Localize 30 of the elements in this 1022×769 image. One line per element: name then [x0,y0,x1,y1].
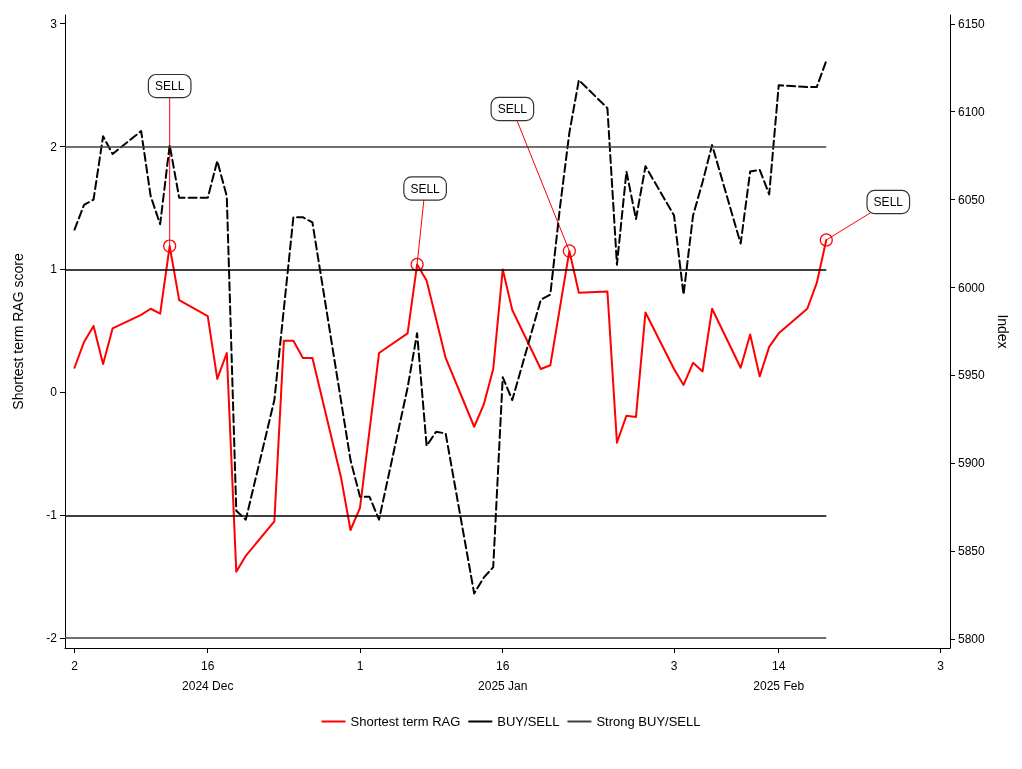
y-tick-label: 1 [50,262,58,277]
y2-tick-label: 6100 [958,104,986,119]
y2-tick-label: 5800 [958,632,986,647]
y2-tick-label: 5900 [958,456,986,471]
annotation: SELL [873,194,904,209]
y2-tick-label: 5850 [958,544,986,559]
x-tick-label: 1 [356,659,364,673]
y-tick-label: 0 [50,385,58,400]
x-tick-label: 16 2025 Jan [478,659,528,693]
y2-axis-title: Index [994,314,1011,349]
y2-tick-label: 6150 [958,16,986,31]
annotation: SELL [497,101,528,116]
y-tick-label: -1 [46,508,58,523]
y2-tick-label: 5950 [958,368,986,383]
y2-tick-label: 6000 [958,280,986,295]
legend-label: Strong BUY/SELL [596,714,701,729]
x-tick-label: 16 2024 Dec [182,659,234,693]
x-tick-label: 3 [670,659,678,673]
y-tick-label: -2 [46,631,58,646]
y-tick-label: 2 [50,139,58,154]
y-axis-title: Shortest term RAG score [10,253,26,410]
x-tick-label: 3 [937,659,945,673]
annotation: SELL [155,79,185,94]
legend-label: BUY/SELL [497,714,560,729]
legend-label: Shortest term RAG [350,714,461,729]
y-tick-label: 3 [50,16,58,31]
y2-tick-label: 6050 [958,192,986,207]
x-tick-label: 2 [71,659,79,673]
x-tick-label: 14 2025 Feb [753,659,805,693]
annotation: SELL [410,181,441,196]
